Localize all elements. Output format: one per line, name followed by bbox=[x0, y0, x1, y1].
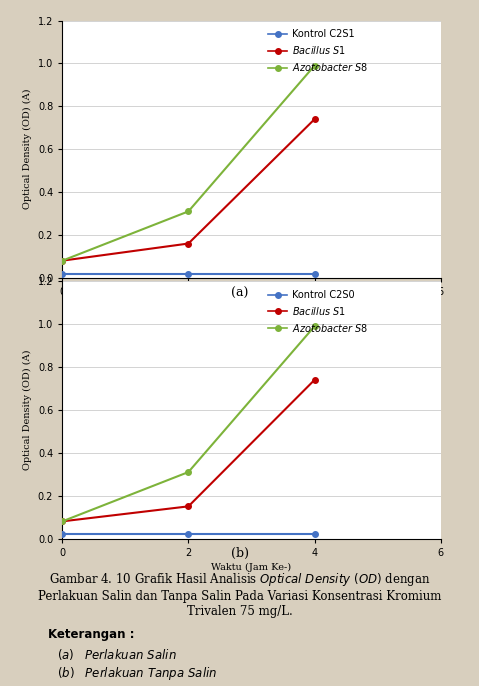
Line: Azotobacter S8: Azotobacter S8 bbox=[59, 63, 317, 263]
Text: Keterangan :: Keterangan : bbox=[48, 628, 135, 641]
Text: $(a)$   $\it{Perlakuan\ Salin}$: $(a)$ $\it{Perlakuan\ Salin}$ bbox=[57, 647, 177, 662]
Y-axis label: Optical Density (OD) (A): Optical Density (OD) (A) bbox=[23, 89, 32, 209]
X-axis label: Waktu (Jam Ke-): Waktu (Jam Ke-) bbox=[211, 303, 292, 311]
Kontrol C2S0 bbox=[59, 530, 65, 539]
Bacillus S1 bbox=[185, 239, 191, 248]
Line: Kontrol C2S0: Kontrol C2S0 bbox=[59, 532, 317, 537]
X-axis label: Waktu (Jam Ke-): Waktu (Jam Ke-) bbox=[211, 563, 292, 572]
Azotobacter S8 bbox=[312, 322, 318, 331]
Y-axis label: Optical Density (OD) (A): Optical Density (OD) (A) bbox=[23, 350, 32, 470]
Kontrol C2S1 bbox=[185, 270, 191, 278]
Text: (b): (b) bbox=[230, 547, 249, 560]
Text: (a): (a) bbox=[231, 287, 248, 300]
Text: $(b)$   $\it{Perlakuan\ Tanpa\ Salin}$: $(b)$ $\it{Perlakuan\ Tanpa\ Salin}$ bbox=[57, 665, 218, 683]
Line: Bacillus S1: Bacillus S1 bbox=[59, 377, 317, 524]
Kontrol C2S0 bbox=[185, 530, 191, 539]
Azotobacter S8 bbox=[312, 62, 318, 70]
Bacillus S1 bbox=[185, 502, 191, 510]
Bacillus S1 bbox=[312, 115, 318, 123]
Bacillus S1 bbox=[59, 517, 65, 525]
Kontrol C2S0 bbox=[312, 530, 318, 539]
Line: Bacillus S1: Bacillus S1 bbox=[59, 117, 317, 263]
Kontrol C2S1 bbox=[59, 270, 65, 278]
Azotobacter S8 bbox=[59, 517, 65, 525]
Text: Gambar 4. 10 Grafik Hasil Analisis $\it{Optical\ Density\ (OD)}$ dengan
Perlakua: Gambar 4. 10 Grafik Hasil Analisis $\it{… bbox=[38, 571, 441, 618]
Bacillus S1 bbox=[312, 376, 318, 384]
Legend: Kontrol C2S0, $\it{Bacillus\ S1}$, $\it{Azotobacter\ S8}$: Kontrol C2S0, $\it{Bacillus\ S1}$, $\it{… bbox=[264, 286, 372, 338]
Bacillus S1 bbox=[59, 257, 65, 265]
Line: Kontrol C2S1: Kontrol C2S1 bbox=[59, 271, 317, 276]
Azotobacter S8 bbox=[59, 257, 65, 265]
Azotobacter S8 bbox=[185, 207, 191, 215]
Line: Azotobacter S8: Azotobacter S8 bbox=[59, 324, 317, 524]
Azotobacter S8 bbox=[185, 468, 191, 476]
Legend: Kontrol C2S1, $\it{Bacillus\ S1}$, $\it{Azotobacter\ S8}$: Kontrol C2S1, $\it{Bacillus\ S1}$, $\it{… bbox=[264, 25, 372, 77]
Kontrol C2S1 bbox=[312, 270, 318, 278]
